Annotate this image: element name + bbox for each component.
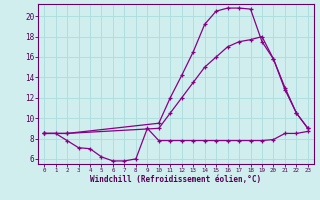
X-axis label: Windchill (Refroidissement éolien,°C): Windchill (Refroidissement éolien,°C) [91,175,261,184]
